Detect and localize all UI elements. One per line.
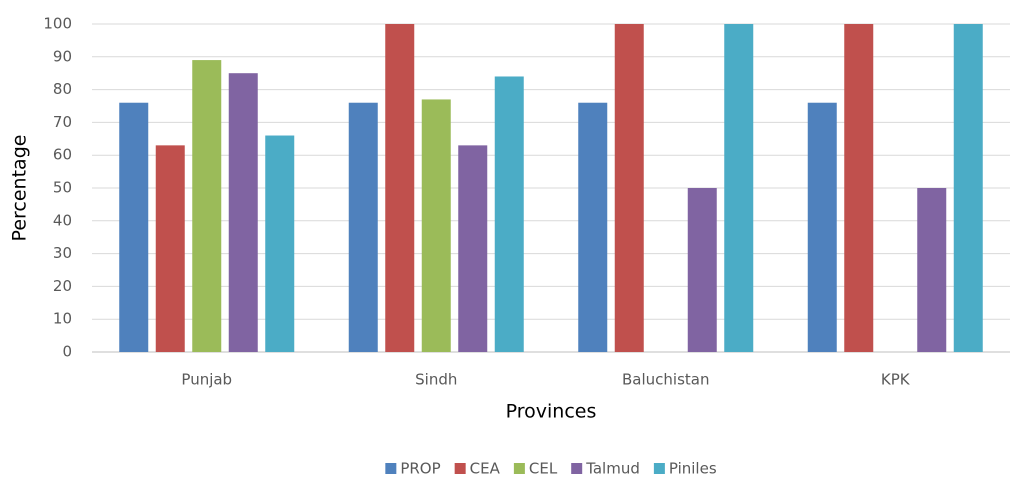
bar xyxy=(119,102,149,352)
y-tick-label: 50 xyxy=(53,179,72,197)
bar xyxy=(155,145,185,352)
bar xyxy=(917,188,947,352)
legend-swatch xyxy=(513,463,525,474)
bar xyxy=(265,135,295,352)
bar xyxy=(192,60,222,353)
bar xyxy=(348,102,378,352)
y-tick-label: 80 xyxy=(53,80,72,98)
legend-swatch xyxy=(571,463,583,474)
x-tick-label: KPK xyxy=(881,371,911,389)
y-tick-label: 20 xyxy=(53,277,72,295)
bar xyxy=(953,24,983,352)
y-tick-label: 30 xyxy=(53,244,72,262)
bar xyxy=(807,102,837,352)
y-axis-title: Percentage xyxy=(9,135,31,242)
legend-label: Piniles xyxy=(669,460,717,477)
y-tick-label: 70 xyxy=(53,113,72,131)
bar xyxy=(494,76,524,352)
bar xyxy=(844,24,874,352)
bar xyxy=(458,145,488,352)
bar xyxy=(228,73,258,352)
legend-swatch xyxy=(454,463,466,474)
x-tick-label: Punjab xyxy=(181,371,232,389)
legend-label: CEA xyxy=(470,460,501,477)
x-axis-title: Provinces xyxy=(506,401,597,423)
x-tick-label: Sindh xyxy=(415,371,457,389)
bar xyxy=(614,24,644,352)
y-tick-label: 90 xyxy=(53,47,72,65)
bar xyxy=(385,24,415,352)
bar xyxy=(578,102,608,352)
legend-swatch xyxy=(385,463,397,474)
y-tick-label: 100 xyxy=(43,15,72,33)
legend-label: PROP xyxy=(400,460,440,477)
legend-label: Talmud xyxy=(585,460,640,477)
legend-label: CEL xyxy=(529,460,558,477)
x-tick-label: Baluchistan xyxy=(622,371,709,389)
legend-swatch xyxy=(653,463,665,474)
y-tick-label: 40 xyxy=(53,211,72,229)
bar xyxy=(687,188,717,352)
bar xyxy=(724,24,754,352)
y-tick-label: 10 xyxy=(53,310,72,328)
y-tick-label: 60 xyxy=(53,146,72,164)
bar xyxy=(421,99,451,352)
y-tick-label: 0 xyxy=(62,343,72,361)
